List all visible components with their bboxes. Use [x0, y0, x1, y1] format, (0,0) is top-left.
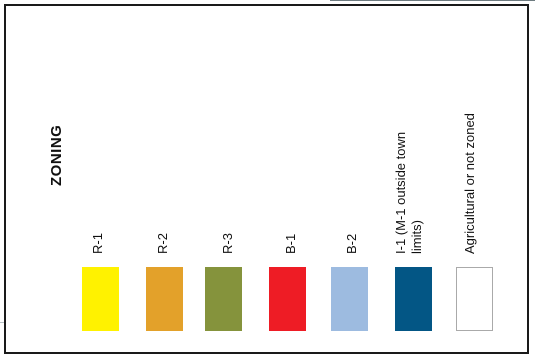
legend-label-i1: I-1 (M-1 outside town limits) — [393, 132, 425, 254]
legend-swatch-i1 — [395, 267, 432, 331]
legend-label-r2: R-2 — [155, 233, 170, 254]
legend-swatch-r2 — [146, 267, 183, 331]
legend-label-r3: R-3 — [220, 233, 235, 254]
map-border-edge — [330, 0, 535, 1]
zoning-legend-panel: ZONING R-1 R-2 R-3 B-1 B-2 I-1 (M-1 outs… — [4, 4, 529, 354]
legend-swatch-r1 — [82, 267, 119, 331]
legend-label-i1-line2: limits) — [409, 220, 424, 254]
legend-swatch-b2 — [331, 267, 368, 331]
legend-label-r1: R-1 — [90, 233, 105, 254]
legend-label-b1: B-1 — [283, 233, 298, 254]
legend-label-i1-line1: I-1 (M-1 outside town — [393, 131, 408, 254]
legend-title: ZONING — [48, 124, 65, 186]
legend-label-b2: B-2 — [344, 233, 359, 254]
legend-label-agricultural: Agricultural or not zoned — [462, 113, 477, 254]
legend-swatch-agricultural — [456, 267, 493, 331]
legend-swatch-b1 — [269, 267, 306, 331]
legend-swatch-r3 — [205, 267, 242, 331]
